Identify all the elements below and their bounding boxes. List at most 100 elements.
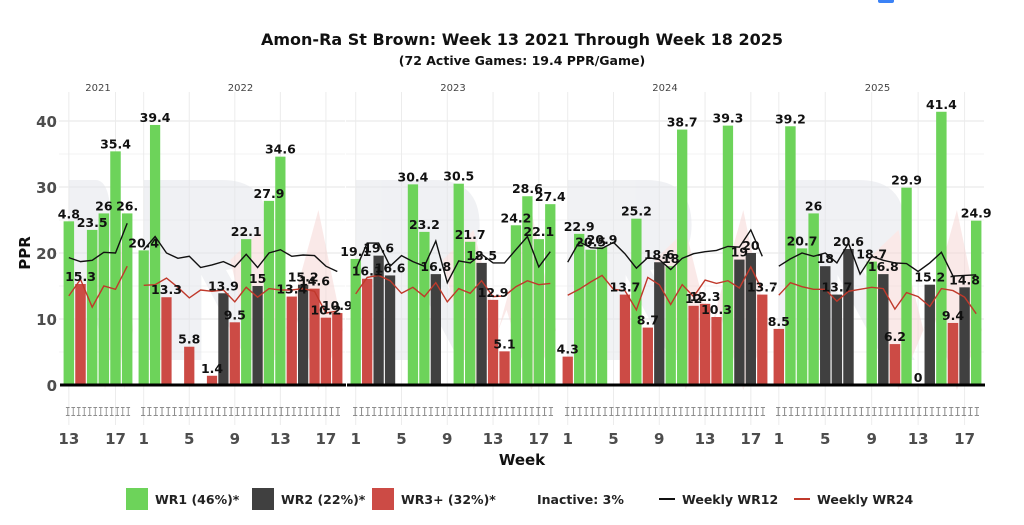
bar-week-1 xyxy=(350,258,361,385)
x-tick-label: 5 xyxy=(396,430,406,448)
data-label-week-12: 12 xyxy=(685,291,702,306)
x-tick-label: 1 xyxy=(351,430,361,448)
bar-week-11 xyxy=(889,344,901,385)
line-weekly-wr12 xyxy=(778,241,977,277)
x-tick-label: 9 xyxy=(654,430,664,448)
data-label-week-13: 12.9 xyxy=(478,285,509,300)
y-tick-label: 30 xyxy=(36,179,57,197)
data-label-week-12: 27.9 xyxy=(254,186,285,201)
x-tick-label: 1 xyxy=(138,430,148,448)
bar-week-5 xyxy=(820,266,831,385)
bar-week-7 xyxy=(419,231,430,385)
y-tick-label: 40 xyxy=(36,113,57,131)
data-label-week-2: 22.9 xyxy=(564,219,595,234)
data-label-week-18: 26. xyxy=(116,198,138,213)
data-label-week-15: 24.2 xyxy=(501,210,532,225)
bar-week-14 xyxy=(924,284,935,385)
bar-week-4 xyxy=(384,275,396,385)
line-weekly-wr24 xyxy=(355,274,551,303)
line-weekly-wr24 xyxy=(567,265,763,312)
panel-season-label: 2025 xyxy=(865,83,890,94)
legend-item-wr3plus: WR3+ (32%)* xyxy=(372,487,496,511)
bar-week-4 xyxy=(596,247,608,385)
data-label-week-9: 18.6 xyxy=(644,247,675,262)
data-label-week-6: 13.7 xyxy=(821,280,852,295)
bar-week-14 xyxy=(711,317,722,385)
bar-week-10 xyxy=(453,183,464,385)
bar-week-17 xyxy=(959,287,970,385)
data-label-week-2: 39.2 xyxy=(775,111,806,126)
bar-week-12 xyxy=(263,200,275,385)
bar-week-4 xyxy=(808,213,819,385)
bar-week-9 xyxy=(229,322,240,385)
data-label-week-12: 29.9 xyxy=(891,173,922,188)
bar-week-2 xyxy=(574,233,585,385)
x-tick-label: 13 xyxy=(270,430,291,448)
x-tick-label: 17 xyxy=(315,430,336,448)
x-tick-label: 9 xyxy=(230,430,240,448)
bar-week-10 xyxy=(878,274,889,385)
data-label-week-7: 25.2 xyxy=(621,204,652,219)
y-axis-label: PPR xyxy=(16,236,34,270)
bar-week-18 xyxy=(121,213,133,385)
chart-title: Amon-Ra St Brown: Week 13 2021 Through W… xyxy=(260,30,783,49)
bar-week-3 xyxy=(796,248,808,385)
x-tick-label: 1 xyxy=(774,430,784,448)
data-label-week-8: 8.7 xyxy=(637,313,659,328)
line-weekly-wr24 xyxy=(778,281,977,315)
data-label-week-4: 20.9 xyxy=(587,232,618,247)
bar-week-7 xyxy=(843,249,854,385)
data-label-week-17: 14.8 xyxy=(949,272,980,287)
x-tick-label: 13 xyxy=(483,430,504,448)
bar-week-1 xyxy=(562,356,573,385)
opponent-labels: IIIIIIIIIIIIIIIIIIIIIIIIIIIIIIII xyxy=(564,405,766,419)
data-label-week-1: 4.3 xyxy=(557,342,579,357)
line-weekly-wr24 xyxy=(68,265,128,309)
bar-week-2 xyxy=(149,124,161,386)
bar-week-12 xyxy=(901,187,912,385)
legend-label: WR1 (46%)* xyxy=(155,491,240,507)
bar-week-2 xyxy=(785,126,796,385)
bar-week-5 xyxy=(184,346,195,385)
data-label-week-1: 8.5 xyxy=(768,314,790,329)
bar-week-11 xyxy=(465,241,476,385)
opponent-labels: IIIIIIIIIIIIIIIIIIIIIIIIIIIIIIII xyxy=(352,405,554,419)
y-tick-label: 0 xyxy=(47,377,57,395)
data-label-week-2: 39.4 xyxy=(140,110,171,125)
bar-week-16 xyxy=(98,213,110,385)
legend-swatch xyxy=(372,488,394,510)
data-label-week-10: 30.5 xyxy=(443,169,474,184)
panel-season-label: 2024 xyxy=(652,83,677,94)
x-tick-label: 17 xyxy=(105,430,126,448)
opponent-labels: IIIIIIIIIIII xyxy=(65,405,131,419)
panel-2025: 2025 8.5 39.2 20.7 26 18 13.7 20.618.716.8 6.2 29… xyxy=(768,83,992,448)
legend-item-wr2: WR2 (22%)* xyxy=(252,487,365,511)
x-tick-label: 9 xyxy=(442,430,452,448)
data-label-week-17: 20 xyxy=(742,238,760,253)
legend-swatch xyxy=(126,488,148,510)
panel-2022: 202220.439.413.35.81.413.99.522.11527.93… xyxy=(128,83,352,448)
data-label-week-7: 23.2 xyxy=(409,217,440,232)
bar-week-6 xyxy=(831,294,843,385)
bar-week-16 xyxy=(734,259,745,385)
bar-week-1 xyxy=(138,250,149,385)
data-label-week-2: 16.1 xyxy=(352,264,383,279)
bar-week-14 xyxy=(75,284,86,385)
data-label-week-15: 39.3 xyxy=(713,111,744,126)
data-label-week-15: 41.4 xyxy=(926,97,957,112)
bar-week-18 xyxy=(332,313,343,385)
legend-item-wr1: WR1 (46%)* xyxy=(126,487,239,511)
bar-week-15 xyxy=(936,111,947,385)
bar-week-14 xyxy=(499,351,510,385)
bar-week-13 xyxy=(275,156,286,385)
data-label-week-14: 15.3 xyxy=(65,269,96,284)
data-label-week-3: 13.3 xyxy=(151,282,182,297)
data-label-week-18: 13.7 xyxy=(747,280,778,295)
data-label-week-13: 4.8 xyxy=(58,206,80,221)
data-label-week-16: 26 xyxy=(95,198,113,213)
data-label-week-11: 21.7 xyxy=(455,227,486,242)
x-tick-label: 13 xyxy=(58,430,79,448)
x-tick-label: 17 xyxy=(740,430,761,448)
data-label-week-11: 15 xyxy=(249,271,266,286)
